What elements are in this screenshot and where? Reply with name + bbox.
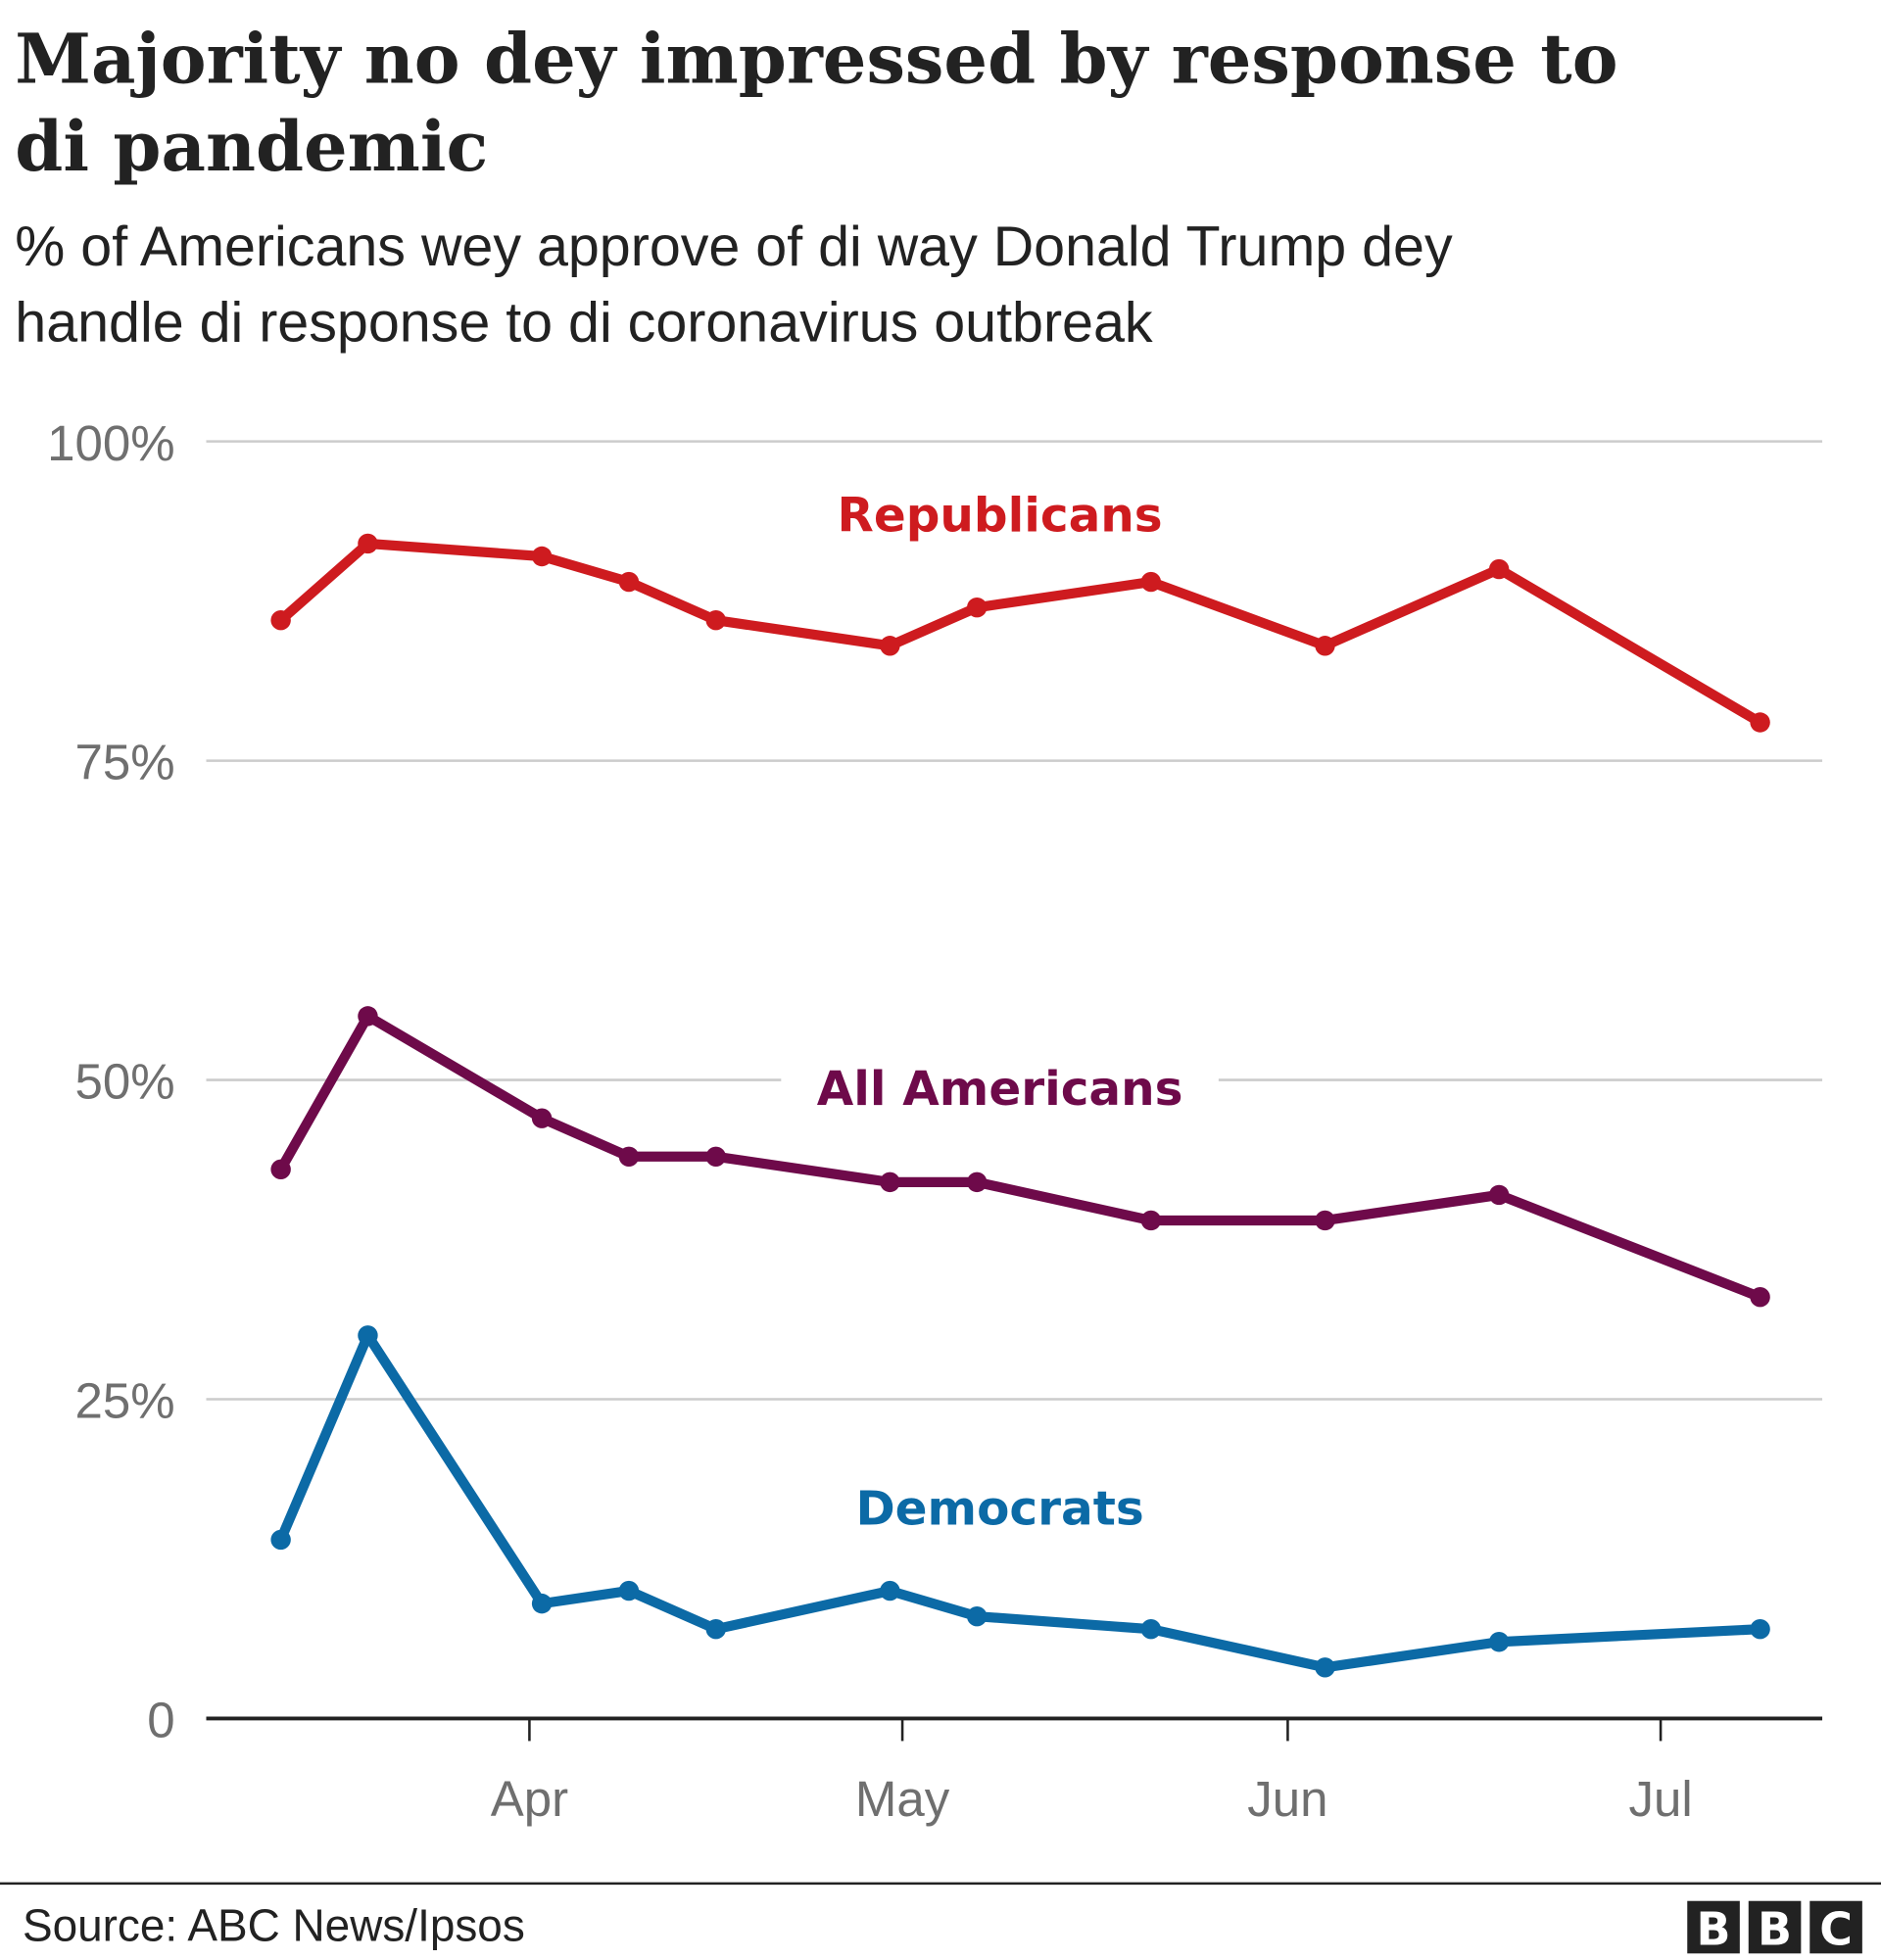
chart-title-line-2: di pandemic bbox=[15, 106, 488, 187]
data-point bbox=[1488, 1632, 1510, 1652]
data-point bbox=[531, 1593, 553, 1614]
data-point bbox=[705, 1146, 726, 1167]
data-point bbox=[966, 1605, 988, 1627]
chart-subtitle-line-1: % of Americans wey approve of di way Don… bbox=[15, 215, 1453, 278]
series-line-republicans bbox=[277, 538, 1763, 727]
x-tick-label: Apr bbox=[491, 1771, 568, 1827]
data-point bbox=[705, 1618, 726, 1640]
data-point bbox=[1140, 571, 1162, 593]
data-point bbox=[880, 636, 900, 656]
chart-title-line-1: Majority no dey impressed by response to bbox=[15, 19, 1617, 100]
data-point bbox=[1750, 1287, 1770, 1308]
chart-subtitle-line-2: handle di response to di coronavirus out… bbox=[15, 292, 1153, 355]
data-point bbox=[358, 1006, 378, 1027]
y-tick-label: 0 bbox=[147, 1693, 174, 1748]
data-point bbox=[270, 1529, 291, 1551]
data-point bbox=[358, 533, 378, 554]
data-point bbox=[270, 609, 291, 631]
data-point bbox=[1750, 712, 1770, 733]
data-point bbox=[1315, 636, 1335, 656]
y-tick-label: 50% bbox=[74, 1054, 174, 1110]
data-point bbox=[358, 1325, 378, 1346]
data-point bbox=[1488, 558, 1510, 580]
x-axis: Apr May Jun Jul bbox=[206, 1716, 1823, 1827]
data-point bbox=[880, 1171, 900, 1193]
series-group: Republicans All Americans Democrats bbox=[270, 489, 1770, 1678]
y-axis: 0 25% 50% 75% 100% bbox=[47, 415, 174, 1748]
label-background bbox=[781, 1039, 1219, 1108]
data-point bbox=[966, 597, 988, 618]
data-point bbox=[1315, 1657, 1335, 1678]
y-tick-label: 75% bbox=[74, 735, 174, 790]
data-point bbox=[1488, 1184, 1510, 1206]
series-label: All Americans bbox=[817, 1062, 1183, 1117]
series-label: Republicans bbox=[838, 489, 1163, 544]
data-point bbox=[880, 1580, 900, 1601]
x-tick-label: May bbox=[855, 1771, 950, 1827]
data-point bbox=[1140, 1618, 1162, 1640]
source-note: Source: ABC News/Ipsos bbox=[23, 1900, 525, 1951]
data-point bbox=[618, 571, 640, 593]
gridlines bbox=[206, 440, 1823, 1401]
y-tick-label: 100% bbox=[47, 415, 174, 471]
data-point bbox=[531, 546, 553, 567]
data-point bbox=[705, 609, 726, 631]
svg-text:B: B bbox=[1697, 1902, 1731, 1955]
data-point bbox=[270, 1159, 291, 1180]
x-tick-label: Jul bbox=[1628, 1771, 1692, 1827]
svg-text:C: C bbox=[1819, 1902, 1853, 1955]
data-point bbox=[618, 1146, 640, 1167]
bbc-logo: B B C bbox=[1687, 1900, 1862, 1955]
series-label: Democrats bbox=[855, 1482, 1143, 1537]
data-point bbox=[1315, 1210, 1335, 1231]
x-tick-label: Jun bbox=[1247, 1771, 1327, 1827]
data-point bbox=[618, 1580, 640, 1601]
svg-text:B: B bbox=[1758, 1902, 1792, 1955]
y-tick-label: 25% bbox=[74, 1373, 174, 1429]
data-point bbox=[1140, 1210, 1162, 1231]
data-point bbox=[1750, 1618, 1770, 1640]
data-point bbox=[531, 1108, 553, 1128]
data-point bbox=[966, 1171, 988, 1193]
